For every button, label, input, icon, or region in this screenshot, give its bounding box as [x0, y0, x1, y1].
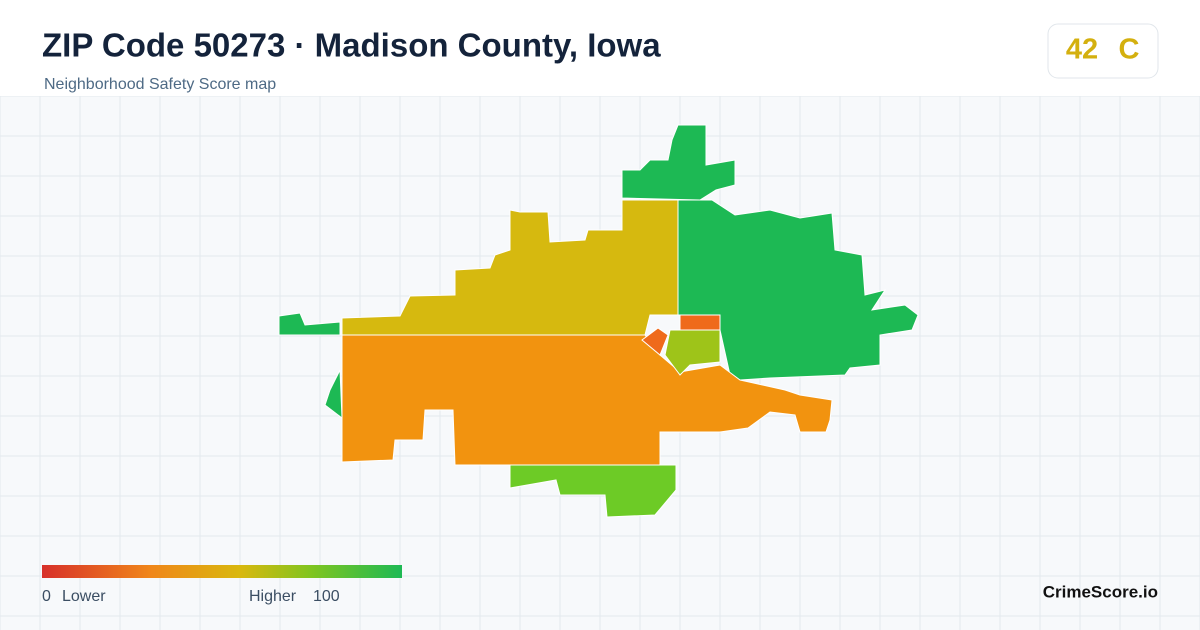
region	[341, 334, 833, 466]
legend-scale	[42, 565, 402, 578]
region	[641, 327, 669, 356]
region	[278, 312, 341, 336]
region	[324, 369, 343, 420]
map	[278, 124, 919, 518]
region	[621, 124, 736, 201]
title: ZIP Code 50273 · Madison County, Iowa	[42, 27, 661, 64]
subtitle: Neighborhood Safety Score map	[44, 76, 276, 93]
legend-min: 0	[42, 588, 51, 605]
region	[509, 464, 677, 518]
legend-min-label: Lower	[62, 588, 106, 605]
score-badge	[1047, 23, 1159, 79]
brand: CrimeScore.io	[1043, 582, 1158, 601]
region	[679, 314, 721, 331]
region	[341, 199, 679, 336]
legend-max: 100	[313, 588, 340, 605]
grade: C	[1119, 34, 1140, 66]
score: 42	[1066, 34, 1098, 66]
legend-max-label: Higher	[249, 588, 297, 605]
header-bg	[0, 0, 1200, 96]
